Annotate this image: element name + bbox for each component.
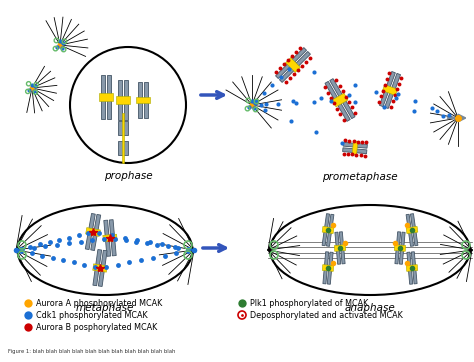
Polygon shape: [118, 121, 128, 135]
Polygon shape: [383, 85, 398, 96]
Polygon shape: [330, 79, 355, 119]
Polygon shape: [334, 245, 346, 251]
Polygon shape: [93, 264, 107, 272]
Polygon shape: [118, 141, 128, 155]
Polygon shape: [280, 51, 310, 83]
Polygon shape: [98, 250, 107, 286]
Polygon shape: [136, 97, 150, 103]
Polygon shape: [85, 214, 95, 249]
Polygon shape: [144, 82, 147, 118]
Polygon shape: [103, 234, 117, 242]
Polygon shape: [406, 214, 413, 247]
Polygon shape: [116, 96, 130, 104]
Polygon shape: [327, 214, 334, 247]
Polygon shape: [124, 80, 128, 120]
Text: Cdk1 phosphorylated MCAK: Cdk1 phosphorylated MCAK: [36, 311, 147, 320]
Polygon shape: [104, 220, 111, 256]
Text: Deposphorylated and activated MCAK: Deposphorylated and activated MCAK: [250, 311, 403, 320]
Polygon shape: [275, 47, 307, 79]
Polygon shape: [91, 214, 100, 251]
Polygon shape: [339, 232, 345, 264]
Polygon shape: [332, 93, 348, 107]
Text: Figure 1: blah blah blah blah blah blah blah blah blah blah blah: Figure 1: blah blah blah blah blah blah …: [8, 349, 175, 354]
Polygon shape: [323, 252, 328, 284]
Text: metaphase: metaphase: [76, 303, 134, 313]
Polygon shape: [406, 265, 418, 272]
Text: Aurora A phosphorylated MCAK: Aurora A phosphorylated MCAK: [36, 299, 162, 307]
Polygon shape: [343, 148, 367, 154]
Polygon shape: [380, 72, 395, 107]
Polygon shape: [410, 214, 418, 246]
Polygon shape: [99, 93, 113, 101]
Polygon shape: [406, 226, 418, 233]
Text: prometaphase: prometaphase: [322, 172, 398, 182]
Polygon shape: [327, 252, 333, 284]
Polygon shape: [322, 226, 334, 233]
Text: prophase: prophase: [104, 171, 152, 181]
Polygon shape: [322, 214, 329, 246]
Polygon shape: [384, 73, 401, 109]
Polygon shape: [411, 252, 417, 284]
Polygon shape: [407, 252, 413, 284]
Text: Aurora B posphorylated MCAK: Aurora B posphorylated MCAK: [36, 323, 157, 332]
Polygon shape: [107, 75, 110, 119]
Polygon shape: [285, 58, 301, 72]
Polygon shape: [93, 249, 101, 286]
Polygon shape: [138, 82, 142, 118]
Polygon shape: [86, 228, 100, 236]
Polygon shape: [109, 220, 116, 256]
Text: Plk1 phosphorylated of MCAK: Plk1 phosphorylated of MCAK: [250, 299, 368, 307]
Polygon shape: [395, 232, 401, 264]
Polygon shape: [335, 232, 341, 264]
Polygon shape: [352, 141, 358, 155]
Polygon shape: [101, 75, 105, 119]
Polygon shape: [399, 232, 405, 264]
Polygon shape: [122, 113, 124, 163]
Polygon shape: [322, 265, 334, 272]
Polygon shape: [343, 142, 367, 148]
Polygon shape: [325, 81, 350, 121]
Text: anaphase: anaphase: [345, 303, 395, 313]
Polygon shape: [394, 245, 406, 251]
Polygon shape: [118, 80, 122, 120]
